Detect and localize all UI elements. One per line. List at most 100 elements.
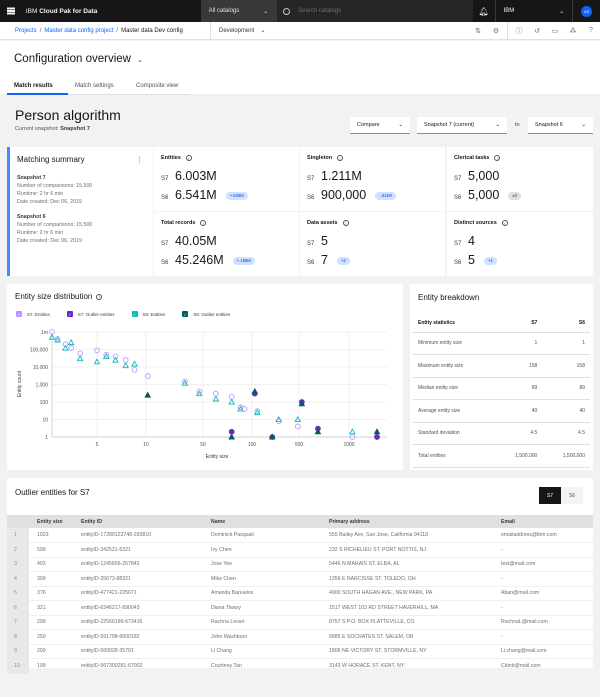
user-menu-button[interactable]: AS <box>572 0 600 22</box>
data-point[interactable] <box>93 358 101 365</box>
data-point[interactable] <box>131 366 138 373</box>
compare-select[interactable]: Compare ⌄ <box>350 117 410 134</box>
breadcrumb-project[interactable]: Master data config project <box>44 27 114 34</box>
table-row[interactable]: 10 199 entityID-567300281-67002 Courtney Ta… <box>7 658 593 674</box>
tab-list: Match results Match settings Composite v… <box>7 79 190 95</box>
data-point[interactable] <box>103 351 110 358</box>
data-point[interactable] <box>62 344 69 351</box>
info-icon[interactable]: i <box>96 293 103 300</box>
info-icon[interactable]: i <box>337 155 344 161</box>
data-point[interactable] <box>228 398 236 405</box>
page-title[interactable]: Configuration overview ⌄ <box>14 53 143 65</box>
data-point[interactable] <box>294 423 301 430</box>
catalog-select[interactable]: All catalogs ⌄ <box>200 0 277 22</box>
environment-select[interactable]: Development ⌄ <box>219 27 266 35</box>
tab-match-settings[interactable]: Match settings <box>68 79 129 95</box>
data-point[interactable] <box>68 345 74 351</box>
data-point[interactable] <box>195 390 203 397</box>
data-point[interactable] <box>181 379 189 386</box>
info-icon[interactable]: i <box>501 220 508 226</box>
info-icon[interactable]: i <box>342 220 349 226</box>
data-point[interactable] <box>76 355 84 362</box>
product-name[interactable]: IBM Cloud Pak for Data <box>25 7 98 15</box>
data-point[interactable] <box>67 339 75 346</box>
account-select[interactable]: IBM ⌄ <box>494 0 573 22</box>
data-point[interactable] <box>237 405 244 412</box>
data-point[interactable] <box>294 415 302 423</box>
table-row[interactable]: 9 200 entityID-560028-35701 Li Chang 1806 NE… <box>7 644 593 659</box>
info-icon[interactable]: i <box>494 155 501 161</box>
collaborators-button[interactable]: ⁂ <box>564 22 582 40</box>
history-button[interactable]: ↺ <box>528 22 546 40</box>
data-point[interactable] <box>54 336 61 343</box>
toggle-s7[interactable]: S7 <box>539 487 561 504</box>
data-point[interactable] <box>213 390 219 397</box>
data-point[interactable] <box>254 408 261 415</box>
table-row[interactable]: 6 321 entityID-6346217-890043 Diana Tiwary 1… <box>7 600 593 616</box>
legend-s6-outliers[interactable]: ✓ S6: Outlier entities <box>182 311 231 317</box>
svg-text:1,000: 1,000 <box>35 382 48 388</box>
data-point[interactable] <box>349 428 356 435</box>
table-row[interactable]: 4 399 entityID-35673-88321 Mike Chen 1356 E … <box>7 571 593 587</box>
data-point[interactable] <box>349 434 356 440</box>
data-point[interactable] <box>144 391 152 398</box>
data-point[interactable] <box>374 434 380 440</box>
info-icon[interactable]: i <box>185 155 192 161</box>
table-row[interactable]: 1 1023 entityID-17289123748-293810 Dominick… <box>7 528 593 543</box>
settings-button[interactable]: ⚙ <box>487 22 505 40</box>
metric-clerical-tasks: Clerical tasks i S7 5,000 S6 5,000 ±0 <box>447 147 593 211</box>
notifications-button[interactable]: 🔔︎ <box>473 0 495 22</box>
algorithm-header: Person algorithm Current snapshot: Snaps… <box>15 107 121 132</box>
data-point[interactable] <box>373 428 381 435</box>
data-point[interactable] <box>253 409 261 416</box>
info-icon[interactable]: i <box>200 220 207 226</box>
table-row[interactable]: 7 299 entityID-22566199-673416 Rachna Levan… <box>7 615 593 630</box>
data-point[interactable] <box>268 433 276 440</box>
snapshot-a-select[interactable]: Snapshot 7 (current) ⌄ <box>417 117 507 134</box>
data-point[interactable] <box>122 362 130 369</box>
entity-size-distribution-card: Entity size distribution i ✓ S7: Entities … <box>7 284 403 470</box>
data-point[interactable] <box>298 400 306 407</box>
tab-match-results[interactable]: Match results <box>7 79 68 95</box>
tab-composite-view[interactable]: Composite view <box>129 79 190 95</box>
hamburger-menu-button[interactable] <box>0 0 22 22</box>
data-point[interactable] <box>48 333 56 340</box>
search-input[interactable]: Search catalogs <box>276 0 473 22</box>
legend-s6-entities[interactable]: ✓ S6: Entities <box>131 311 166 317</box>
data-point[interactable] <box>112 353 119 360</box>
data-point[interactable] <box>122 357 129 363</box>
data-point[interactable] <box>182 378 188 385</box>
data-point[interactable] <box>251 387 259 394</box>
data-point[interactable] <box>94 347 100 354</box>
table-row[interactable]: 5 376 entityID-477421-225671 Amanda Banuelo… <box>7 586 593 601</box>
help-button[interactable]: ? <box>582 22 600 40</box>
data-point[interactable] <box>196 388 203 395</box>
data-point[interactable] <box>314 428 322 435</box>
data-point[interactable] <box>228 393 235 400</box>
menu-icon <box>6 10 15 12</box>
data-point[interactable] <box>102 352 110 359</box>
data-point[interactable] <box>77 350 83 357</box>
table-row[interactable]: 3 403 entityID-1245656-267842 Jose Yee 5446 … <box>7 557 593 572</box>
compare-button[interactable]: ⇅ <box>469 22 487 40</box>
data-point[interactable] <box>131 360 138 367</box>
data-point[interactable] <box>144 373 151 380</box>
snapshot-b-select[interactable]: Snapshot 6 ⌄ <box>528 117 593 134</box>
overflow-menu-button[interactable]: ⋮ <box>136 156 143 164</box>
legend-s7-outliers[interactable]: ✓ S7: Outlier entities <box>66 311 115 317</box>
table-row: Median entity size 89 89 <box>413 377 590 400</box>
data-point[interactable] <box>212 395 220 402</box>
data-point[interactable] <box>228 433 236 440</box>
data-point[interactable] <box>275 415 283 423</box>
table-row[interactable]: 2 599 entityID-342521-5321 Ivy Chen 232 S RI… <box>7 542 593 558</box>
data-point[interactable] <box>112 356 119 363</box>
info-button[interactable]: ⓘ <box>510 22 528 40</box>
data-point[interactable] <box>62 341 69 348</box>
legend-s7-entities[interactable]: ✓ S7: Entities <box>16 311 50 317</box>
delta-badge: +.196M <box>232 256 255 265</box>
comment-button[interactable]: ▭ <box>546 22 564 40</box>
data-point[interactable] <box>228 428 235 435</box>
toggle-s6[interactable]: S6 <box>561 487 583 504</box>
table-row[interactable]: 8 250 entityID-591798-6600182 John Washburn… <box>7 629 593 645</box>
breadcrumb-projects[interactable]: Projects <box>15 27 37 34</box>
